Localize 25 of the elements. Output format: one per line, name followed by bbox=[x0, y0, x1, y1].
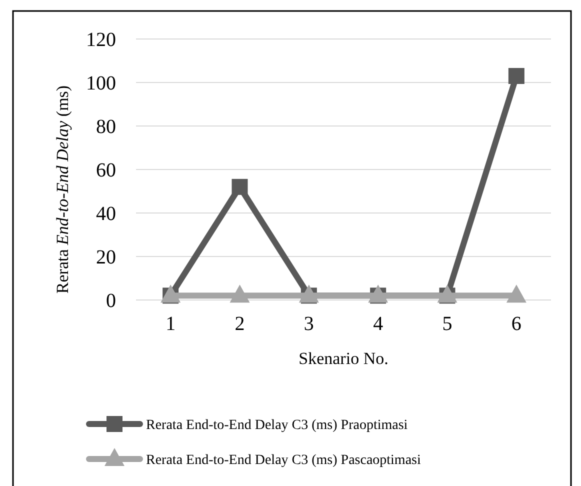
point bbox=[232, 178, 248, 195]
point bbox=[508, 68, 524, 84]
y-tick-label: 60 bbox=[96, 160, 116, 182]
point bbox=[506, 284, 526, 303]
y-tick-label: 100 bbox=[86, 72, 116, 94]
point bbox=[160, 284, 181, 303]
point bbox=[230, 284, 250, 303]
y-tick-label: 80 bbox=[96, 116, 116, 138]
y-tick-label: 0 bbox=[106, 290, 116, 312]
x-axis-title: Skenario No. bbox=[298, 349, 388, 368]
x-tick-label: 6 bbox=[511, 313, 522, 335]
x-tick-label: 3 bbox=[304, 313, 314, 335]
y-axis-title: Rerata End-to-End Delay (ms) bbox=[53, 85, 72, 294]
y-tick-label: 120 bbox=[86, 29, 116, 51]
legend-label: Rerata End-to-End Delay C3 (ms) Praoptimasi bbox=[146, 418, 408, 433]
y-tick-label: 40 bbox=[96, 203, 116, 225]
point bbox=[298, 284, 319, 303]
point bbox=[437, 284, 458, 303]
legend-label: Rerata End-to-End Delay C3 (ms) Pascaoptimasi bbox=[146, 452, 421, 468]
point bbox=[368, 284, 388, 303]
x-tick-label: 4 bbox=[373, 313, 384, 335]
y-tick-label: 20 bbox=[96, 246, 116, 268]
x-tick-label: 1 bbox=[166, 313, 176, 335]
x-tick-label: 2 bbox=[234, 313, 245, 335]
x-tick-label: 5 bbox=[442, 313, 452, 335]
